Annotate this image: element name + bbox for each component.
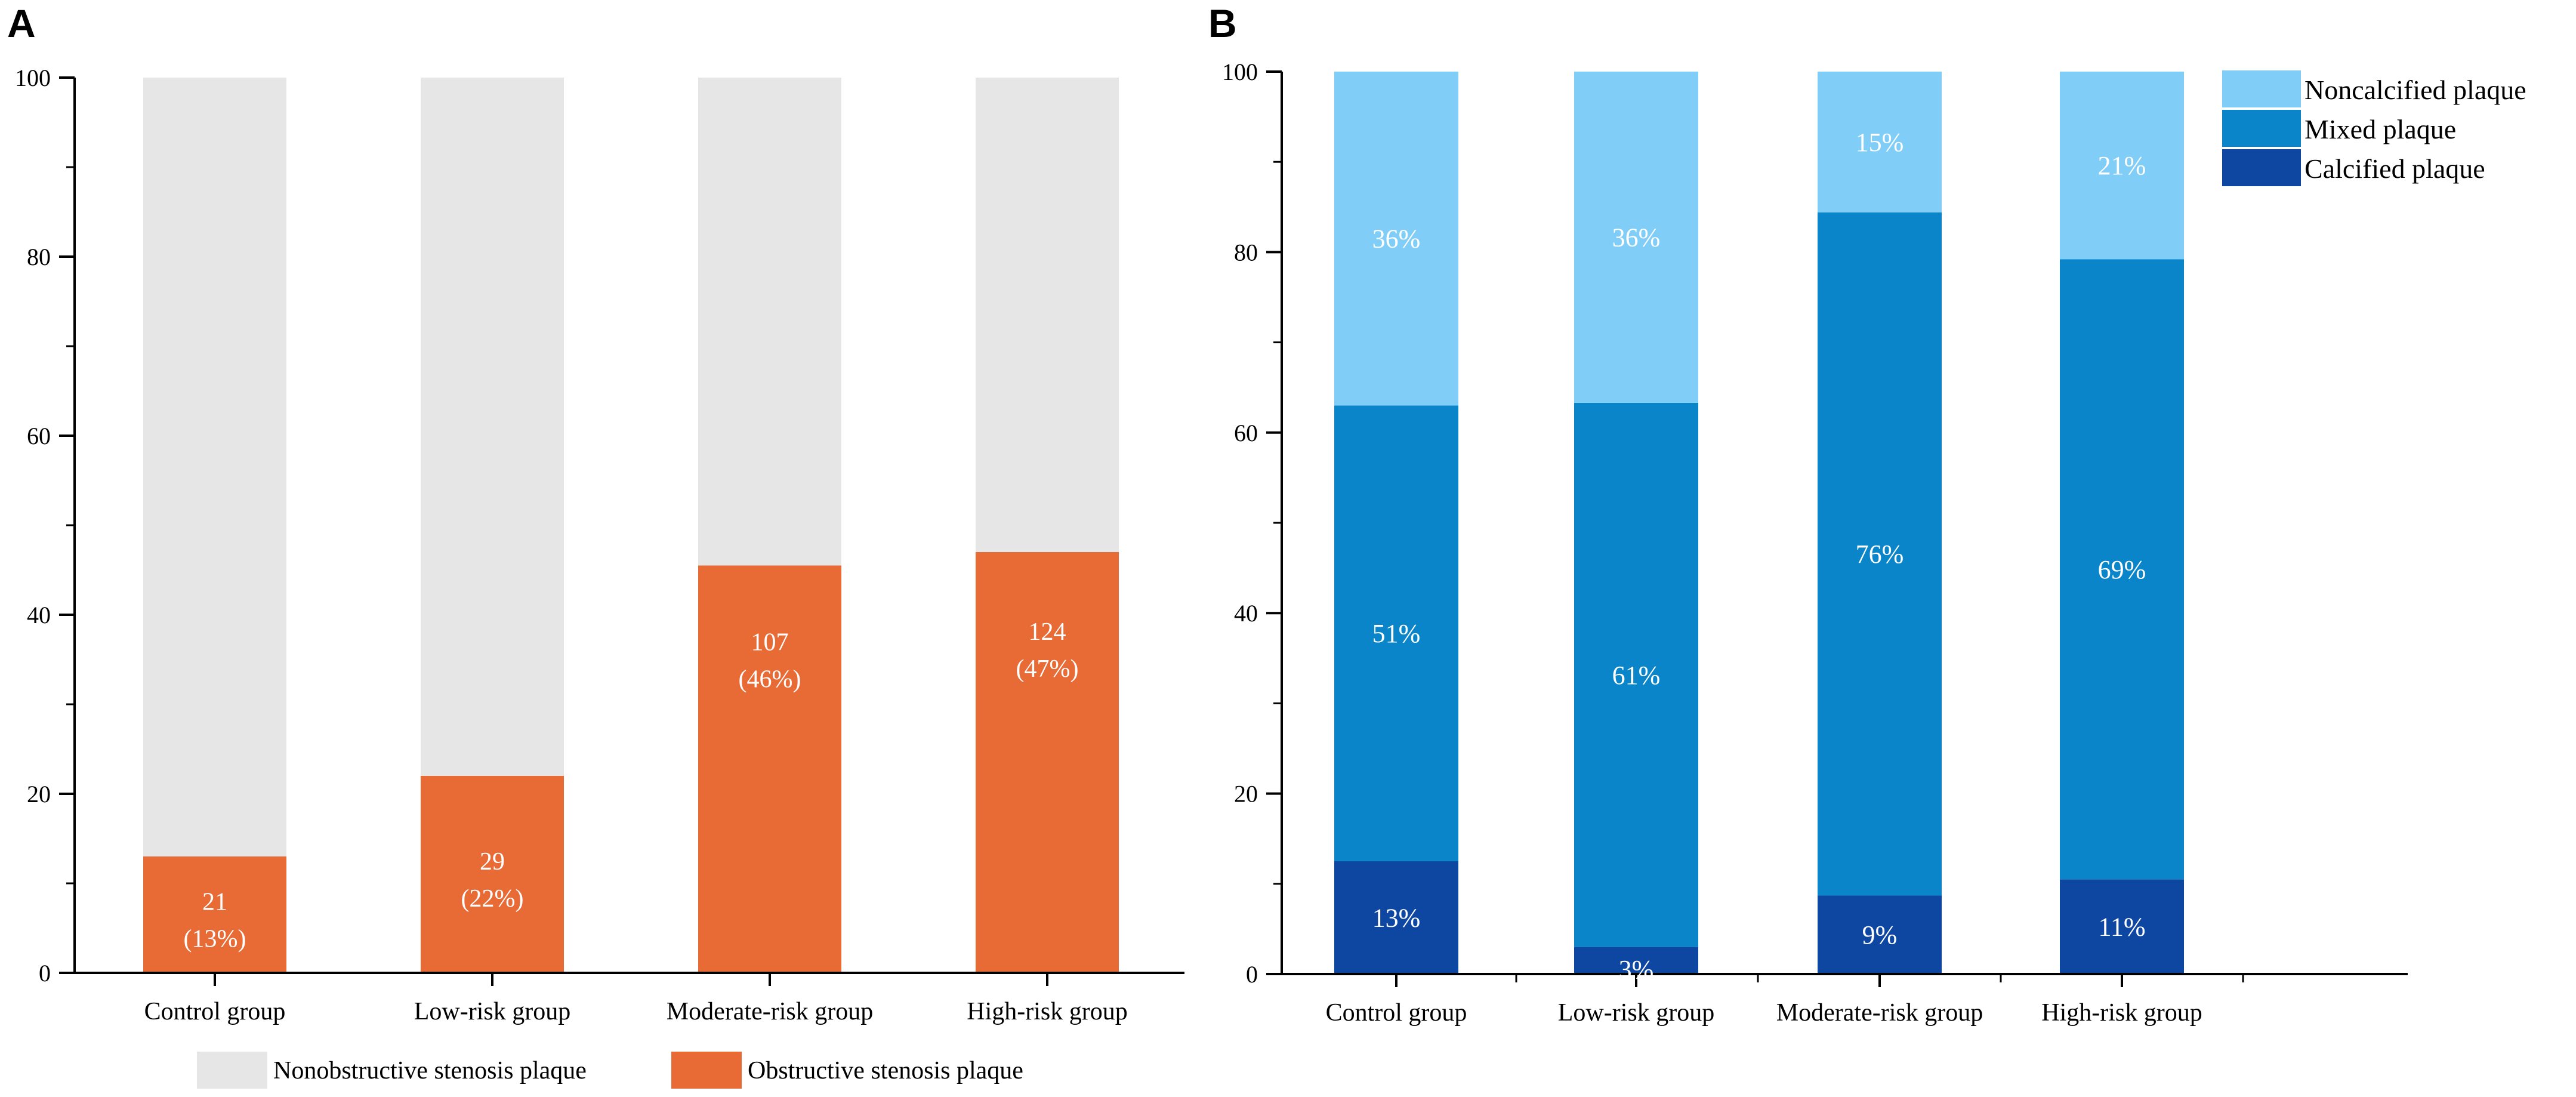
panel-b-data-label-1-0: 51% <box>1372 619 1421 648</box>
panel-a-x-labels: Control group Low-risk group Moderate-risk… <box>144 973 1128 1025</box>
panel-a-bar-nonobstructive-stenosis-plaque-2 <box>698 78 841 566</box>
panel-b-bars <box>1334 72 2184 974</box>
panel-b-y-ticks: 0 20 40 60 80 100 <box>1222 58 1282 988</box>
panel-b-bar-noncalcified-plaque-2 <box>1818 72 1942 212</box>
panel-a-y-tick-label-20: 20 <box>27 781 51 808</box>
panel-b-label: B <box>1208 1 1237 45</box>
panel-b-legend-label-2: Calcified plaque <box>2304 153 2485 184</box>
panel-b-data-label-2-2: 15% <box>1856 128 1904 157</box>
panel-b-x-label: High-risk group <box>2041 999 2202 1027</box>
panel-b-bar-calcified-plaque-1 <box>1574 947 1698 974</box>
panel-a-bar-nonobstructive-stenosis-plaque-0 <box>143 78 286 856</box>
panel-a-data-label-count-0: 21 <box>202 889 227 916</box>
panel-b-bar-noncalcified-plaque-1 <box>1574 72 1698 403</box>
panel-a-x-label: Control group <box>144 998 286 1025</box>
panel-b-x-label: Moderate-risk group <box>1776 999 1983 1027</box>
panel-b-legend-swatch-0 <box>2222 70 2301 107</box>
panel-b-bar-mixed-plaque-0 <box>1334 405 1458 861</box>
panel-b-legend-label-1: Mixed plaque <box>2304 114 2456 144</box>
panel-a-y-tick-label-60: 60 <box>27 423 51 449</box>
panel-b-data-label-2-3: 21% <box>2098 151 2146 180</box>
panel-a-data-label-pct-3: (47%) <box>1016 655 1079 683</box>
panel-b-data-label-2-0: 36% <box>1372 224 1421 254</box>
panel-b-y-tick-label-20: 20 <box>1234 781 1258 808</box>
panel-a-bar-obstructive-stenosis-plaque-2 <box>698 565 841 973</box>
panel-b-y-tick-label-0: 0 <box>1246 961 1258 988</box>
panel-b-data-label-2-1: 36% <box>1612 223 1661 252</box>
panel-a-legend-swatch-1 <box>671 1052 742 1089</box>
panel-b-legend-label-0: Noncalcified plaque <box>2304 75 2526 105</box>
panel-a-legend-label-0: Nonobstructive stenosis plaque <box>273 1057 587 1084</box>
panel-b-x-label: Control group <box>1326 999 1467 1027</box>
panel-a: A 0 20 40 60 80 100 Control group Low-risk gro… <box>7 1 1184 1089</box>
panel-b-data-labels: 13% 51% 36% 3% 61% 36% 9% 76% 15% 11% 69% 21% <box>1372 128 2146 984</box>
panel-a-bar-obstructive-stenosis-plaque-0 <box>143 856 286 973</box>
panel-a-bar-obstructive-stenosis-plaque-3 <box>976 552 1119 973</box>
panel-a-bar-nonobstructive-stenosis-plaque-3 <box>976 78 1119 552</box>
panel-b-y-tick-label-40: 40 <box>1234 600 1258 627</box>
panel-a-data-label-count-3: 124 <box>1029 618 1066 646</box>
panel-b-data-label-1-2: 76% <box>1856 540 1904 569</box>
panel-a-data-label-count-1: 29 <box>480 848 505 876</box>
panel-b-y-tick-label-60: 60 <box>1234 420 1258 446</box>
panel-a-y-ticks: 0 20 40 60 80 100 <box>15 64 75 987</box>
panel-a-bars <box>143 78 1119 973</box>
panel-a-data-label-count-2: 107 <box>751 629 789 657</box>
panel-a-y-tick-label-40: 40 <box>27 602 51 628</box>
panel-a-data-label-pct-1: (22%) <box>461 885 524 913</box>
panel-b-data-label-1-3: 69% <box>2098 555 2146 584</box>
panel-b-data-label-0-3: 11% <box>2098 913 2145 942</box>
panel-b-x-label: Low-risk group <box>1558 999 1714 1027</box>
panel-b-bar-mixed-plaque-2 <box>1818 212 1942 896</box>
panel-b-y-tick-label-100: 100 <box>1222 58 1258 85</box>
panel-b-bar-calcified-plaque-3 <box>2060 879 2184 974</box>
panel-b-data-label-0-0: 13% <box>1372 904 1421 933</box>
panel-a-data-labels: 21 (13%) 29 (22%) 107 (46%) 124 (47%) <box>184 618 1079 953</box>
panel-a-bar-nonobstructive-stenosis-plaque-1 <box>421 78 564 776</box>
panel-b-bar-calcified-plaque-2 <box>1818 895 1942 974</box>
panel-b-data-label-0-2: 9% <box>1862 920 1898 950</box>
panel-b-y-tick-label-80: 80 <box>1234 239 1258 266</box>
panel-a-data-label-pct-0: (13%) <box>184 926 246 953</box>
panel-a-data-label-pct-2: (46%) <box>739 666 801 694</box>
panel-b-x-labels: Control group Low-risk group Moderate-risk… <box>1326 974 2244 1027</box>
panel-a-bar-obstructive-stenosis-plaque-1 <box>421 776 564 973</box>
panel-b-bar-noncalcified-plaque-0 <box>1334 72 1458 406</box>
panel-b-bar-noncalcified-plaque-3 <box>2060 72 2184 260</box>
panel-b-legend-swatch-2 <box>2222 149 2301 186</box>
panel-a-x-label: Low-risk group <box>414 998 570 1025</box>
panel-a-y-tick-label-80: 80 <box>27 244 51 270</box>
panel-a-y-tick-label-0: 0 <box>39 960 51 987</box>
panel-b-bar-mixed-plaque-3 <box>2060 259 2184 880</box>
panel-b-legend-swatch-1 <box>2222 110 2301 147</box>
panel-a-label: A <box>7 1 36 45</box>
panel-a-legend-swatch-0 <box>197 1052 267 1089</box>
panel-a-legend-label-1: Obstructive stenosis plaque <box>748 1057 1023 1084</box>
panel-b-data-label-0-1: 3% <box>1619 955 1654 984</box>
panel-b-data-label-1-1: 61% <box>1612 661 1661 690</box>
panel-b-legend: Noncalcified plaque Mixed plaque Calcified… <box>2222 70 2526 186</box>
panel-a-x-label: High-risk group <box>967 998 1127 1025</box>
panel-b-bar-calcified-plaque-0 <box>1334 861 1458 974</box>
panel-a-x-label: Moderate-risk group <box>667 998 873 1025</box>
panel-b: B 0 20 40 60 80 100 Control group Low-risk gro… <box>1208 1 2526 1027</box>
panel-a-y-tick-label-100: 100 <box>15 64 51 91</box>
panel-a-legend: Nonobstructive stenosis plaque Obstructiv… <box>197 1052 1023 1089</box>
panel-b-bar-mixed-plaque-1 <box>1574 402 1698 947</box>
